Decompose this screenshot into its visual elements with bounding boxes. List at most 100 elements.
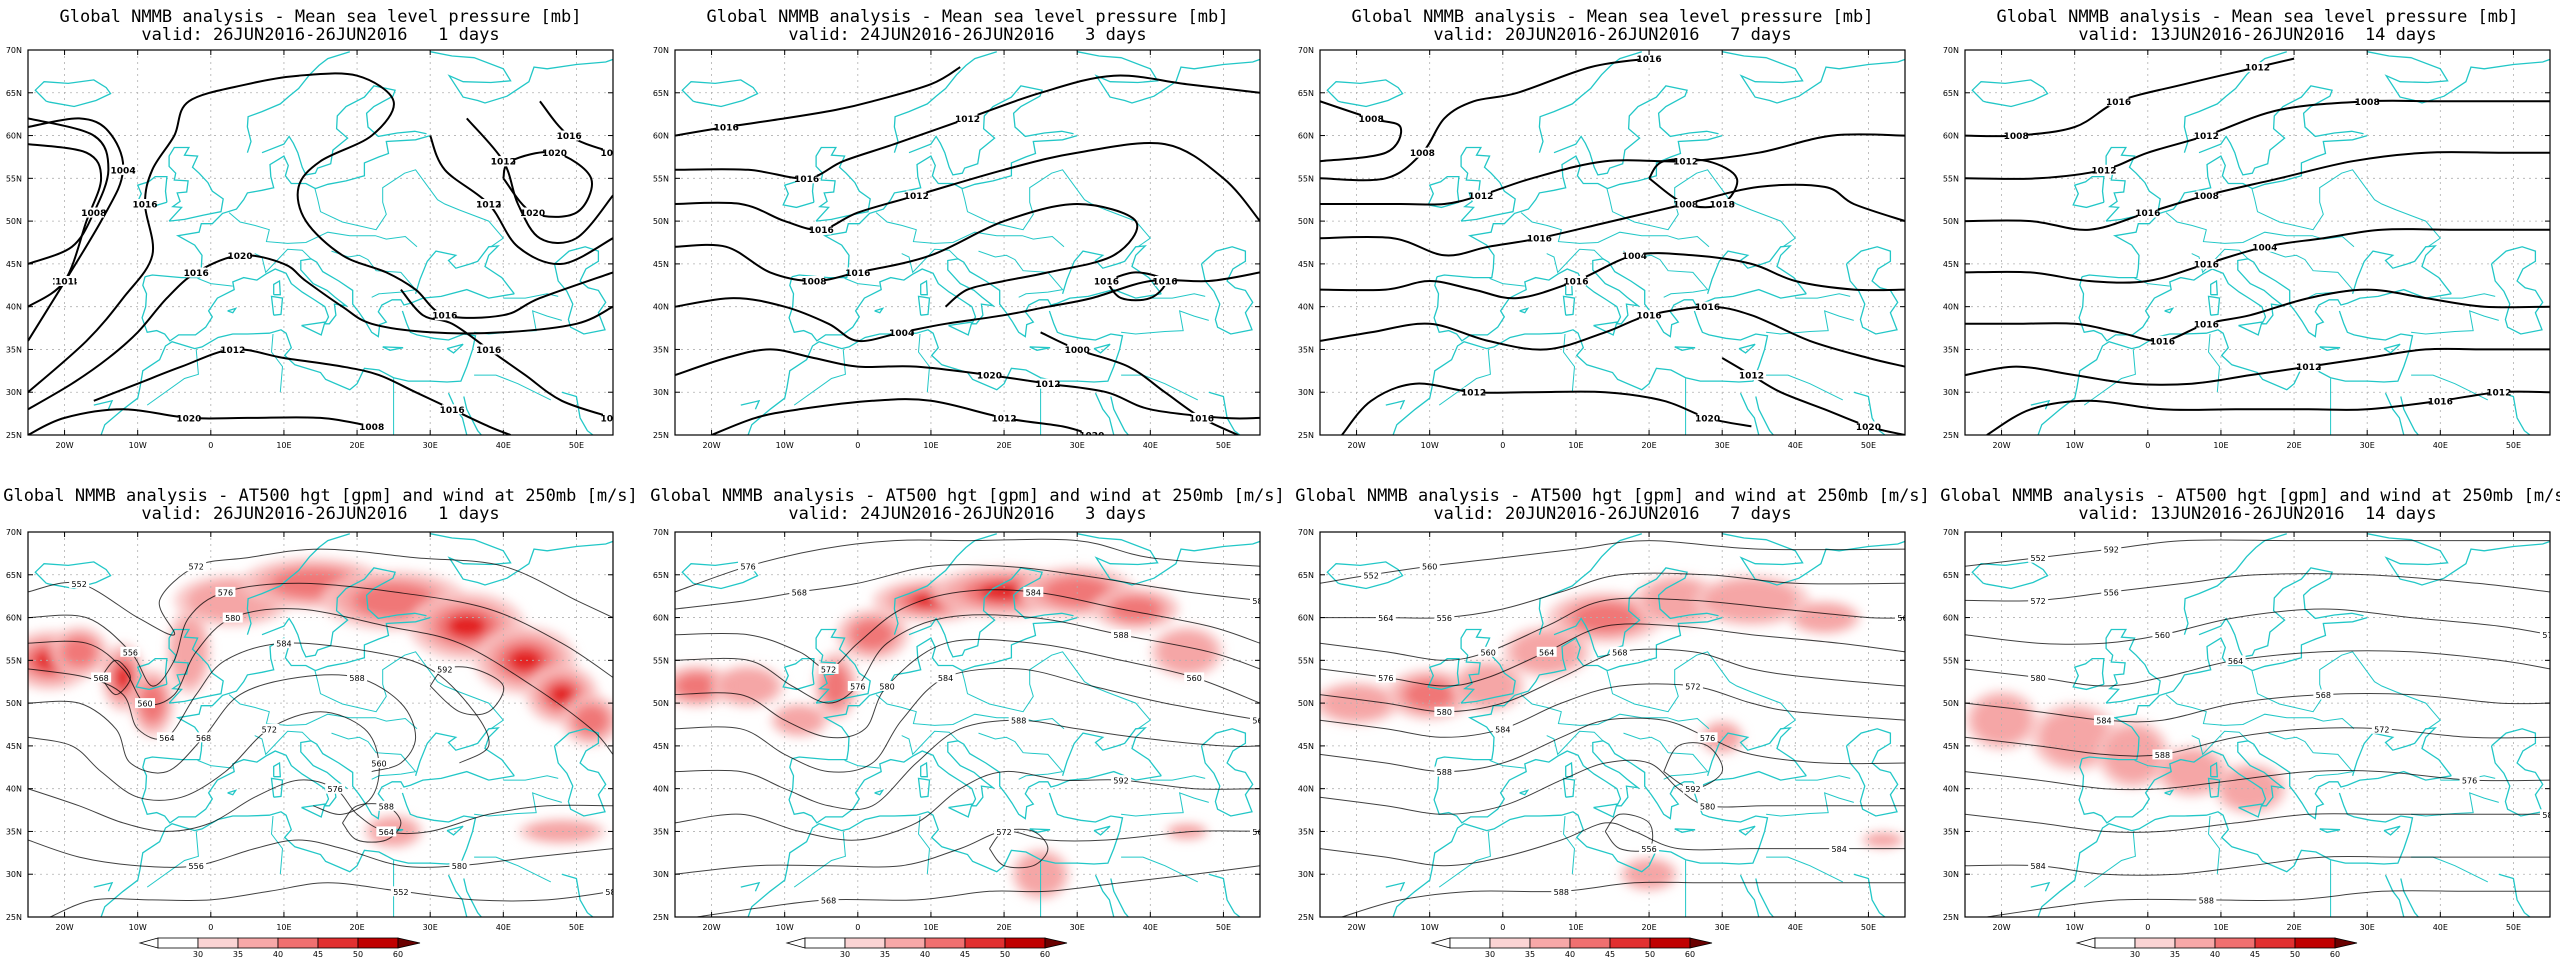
coastlines (34, 533, 613, 917)
colorbar-tick-label: 50 (1645, 950, 1655, 958)
isoline-label: 1008 (359, 423, 384, 433)
isoline-label: 1020 (542, 149, 567, 159)
jet-shading (675, 566, 1224, 900)
lon-tick-label: 40E (496, 441, 511, 450)
lat-tick-label: 35N (1943, 345, 1959, 354)
isoline-label: 560 (1187, 674, 1202, 683)
lon-tick-label: 40E (496, 923, 511, 932)
lat-tick-label: 70N (1298, 528, 1314, 537)
lon-tick-label: 20W (1993, 923, 2011, 932)
lat-tick-label: 70N (653, 46, 669, 55)
lon-tick-label: 40E (1143, 923, 1158, 932)
graticule (675, 532, 1260, 917)
isoline-label: 572 (189, 563, 204, 572)
lon-tick-label: 30E (423, 923, 438, 932)
isoline-label: 1004 (111, 166, 136, 176)
lat-tick-label: 30N (653, 870, 669, 879)
panel-valid-period: valid: 20JUN2016-26JUN2016 7 days (1433, 504, 1792, 524)
lat-tick-label: 40N (6, 785, 22, 794)
isoline-label: 580 (1700, 802, 1715, 811)
panel-title-line: Global NMMB analysis - Mean sea level pr… (1351, 7, 1874, 27)
panel-valid-period: valid: 13JUN2016-26JUN2016 14 days (2078, 504, 2437, 524)
colorbar-tick-label: 40 (2210, 950, 2220, 958)
lat-tick-label: 35N (1298, 345, 1314, 354)
lon-tick-label: 40E (1788, 441, 1803, 450)
lat-tick-label: 25N (653, 913, 669, 922)
isoline-label: 572 (996, 828, 1011, 837)
isoline-label: 1008 (81, 209, 106, 219)
isoline-label: 592 (2104, 546, 2119, 555)
lon-tick-label: 30E (1715, 923, 1730, 932)
isoline-label: 1012 (476, 201, 501, 211)
isoline-label: 556 (123, 648, 138, 657)
lon-tick-label: 30E (2360, 441, 2375, 450)
lon-tick-label: 10E (276, 441, 291, 450)
isoline-label: 564 (2228, 657, 2243, 666)
isoline-label: 1020 (1856, 423, 1881, 433)
lat-tick-label: 65N (1298, 571, 1314, 580)
lon-tick-label: 20E (2286, 441, 2301, 450)
lon-tick-label: 10W (2066, 441, 2084, 450)
isoline-label: 1000 (1065, 346, 1090, 356)
lon-tick-label: 10W (129, 923, 147, 932)
isolines (1965, 57, 2550, 435)
isoline-label: 1016 (476, 346, 501, 356)
lon-tick-label: 20E (1641, 923, 1656, 932)
lat-tick-label: 40N (1298, 303, 1314, 312)
isoline-label: 1012 (491, 158, 516, 168)
lon-tick-label: 10E (1568, 923, 1583, 932)
isoline-label: 1008 (1410, 149, 1435, 159)
isoline-label: 588 (2199, 896, 2214, 905)
isoline-labels: 552 556 560 564 568 572 576 580 584 588 592 568 572 5… (69, 561, 613, 897)
lat-tick-label: 55N (6, 656, 22, 665)
colorbar-tick-label: 45 (2250, 950, 2260, 958)
isoline-label: 1012 (2245, 64, 2270, 74)
isoline-label: 584 (1832, 845, 1847, 854)
lat-tick-label: 50N (1943, 699, 1959, 708)
panel-valid-period: valid: 26JUN2016-26JUN2016 1 days (141, 25, 500, 45)
panel-title: Global NMMB analysis - Mean sea level pr… (1935, 8, 2560, 44)
isoline-label: 560 (137, 700, 152, 709)
isoline-label: 560 (1481, 648, 1496, 657)
panel-title-line: Global NMMB analysis - AT500 hgt [gpm] a… (3, 486, 638, 506)
lon-tick-label: 10W (1421, 441, 1439, 450)
isolines (28, 72, 613, 435)
lat-tick-label: 25N (1298, 913, 1314, 922)
lat-tick-label: 50N (6, 699, 22, 708)
isoline-label: 1008 (2194, 192, 2219, 202)
isoline-label: 592 (1113, 777, 1128, 786)
isoline-label: 576 (2462, 777, 2477, 786)
lat-tick-label: 30N (1298, 388, 1314, 397)
isoline-label: 576 (218, 588, 233, 597)
coastlines (1971, 51, 2550, 435)
graticule (1965, 50, 2550, 435)
lon-tick-label: 20E (1641, 441, 1656, 450)
lon-tick-label: 20W (703, 923, 721, 932)
lon-tick-label: 0 (1500, 441, 1505, 450)
z500-map-2: 564 568 572 576 580 584 588 592 564 568 572 576 580 5… (653, 528, 1261, 932)
lat-tick-label: 55N (1943, 174, 1959, 183)
isoline-label: 576 (1700, 734, 1715, 743)
isoline-label: 580 (225, 614, 240, 623)
isoline-label: 568 (2316, 691, 2331, 700)
isoline-labels: 1004 1008 1012 1016 1016 1016 1016 1016 1020 1020… (52, 130, 613, 433)
colorbar-tick-label: 60 (2330, 950, 2340, 958)
isoline-label: 101 (55, 278, 74, 288)
isoline-label: 560 (371, 760, 386, 769)
isoline-label: 1020 (176, 414, 201, 424)
lat-tick-label: 60N (653, 132, 669, 141)
isoline-label: 568 (93, 674, 108, 683)
lat-tick-label: 40N (1943, 785, 1959, 794)
isoline-label: 580 (452, 862, 467, 871)
mslp-map-3: 1004100810121016101610161020102010201016… (1298, 46, 1906, 450)
isoline-label: 1016 (1695, 303, 1720, 313)
lat-tick-label: 65N (653, 571, 669, 580)
lat-tick-label: 65N (1943, 89, 1959, 98)
colorbar: 30 35 40 45 50 60 (785, 937, 1068, 958)
isoline-label: 1004 (2252, 243, 2277, 253)
coastlines (681, 51, 1260, 435)
colorbar-tick-label: 40 (920, 950, 930, 958)
colorbar-tick-label: 50 (2290, 950, 2300, 958)
isoline-label: 580 (2030, 674, 2045, 683)
panel-title: Global NMMB analysis - AT500 hgt [gpm] a… (1290, 487, 1935, 523)
